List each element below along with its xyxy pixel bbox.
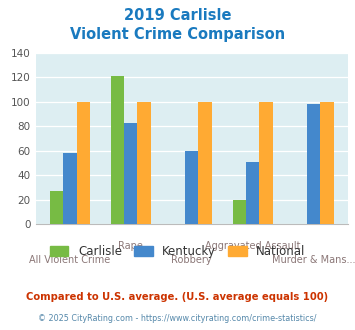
Text: Rape: Rape [118,241,143,251]
Text: All Violent Crime: All Violent Crime [29,255,110,265]
Text: 2019 Carlisle: 2019 Carlisle [124,8,231,23]
Legend: Carlisle, Kentucky, National: Carlisle, Kentucky, National [45,241,310,263]
Bar [77,102,90,224]
Bar [198,102,212,224]
Bar [185,151,198,224]
Bar [246,162,260,224]
Bar [111,76,124,224]
Text: Violent Crime Comparison: Violent Crime Comparison [70,27,285,42]
Bar [307,104,320,224]
Bar [137,102,151,224]
Bar [124,123,137,224]
Text: Compared to U.S. average. (U.S. average equals 100): Compared to U.S. average. (U.S. average … [26,292,329,302]
Bar [320,102,334,224]
Bar [50,191,63,224]
Bar [233,200,246,224]
Text: © 2025 CityRating.com - https://www.cityrating.com/crime-statistics/: © 2025 CityRating.com - https://www.city… [38,314,317,323]
Text: Robbery: Robbery [171,255,212,265]
Text: Murder & Mans...: Murder & Mans... [272,255,355,265]
Bar [260,102,273,224]
Text: Aggravated Assault: Aggravated Assault [205,241,300,251]
Bar [63,153,77,224]
